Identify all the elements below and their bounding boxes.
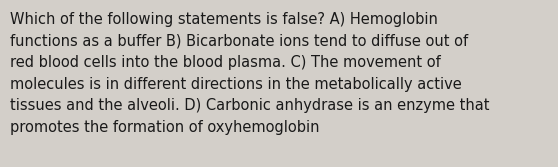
Text: Which of the following statements is false? A) Hemoglobin
functions as a buffer : Which of the following statements is fal… [10, 12, 489, 135]
